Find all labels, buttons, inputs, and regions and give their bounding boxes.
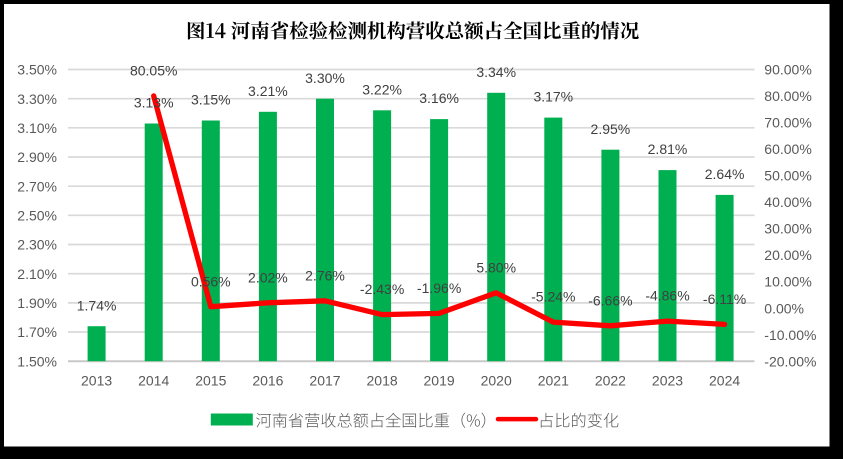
svg-text:3.15%: 3.15% — [191, 92, 231, 108]
svg-text:3.50%: 3.50% — [17, 62, 57, 78]
svg-text:3.16%: 3.16% — [419, 90, 459, 106]
svg-text:40.00%: 40.00% — [764, 194, 811, 210]
svg-text:-6.11%: -6.11% — [703, 291, 746, 307]
svg-text:1.50%: 1.50% — [17, 353, 57, 369]
svg-text:3.30%: 3.30% — [305, 70, 345, 86]
svg-text:2021: 2021 — [538, 373, 569, 389]
svg-text:2.30%: 2.30% — [17, 237, 57, 253]
svg-text:3.34%: 3.34% — [476, 64, 516, 80]
svg-text:2.50%: 2.50% — [17, 208, 57, 224]
svg-text:-20.00%: -20.00% — [764, 353, 816, 369]
svg-text:-2.43%: -2.43% — [360, 281, 404, 297]
svg-text:3.21%: 3.21% — [248, 83, 288, 99]
svg-text:2017: 2017 — [309, 373, 340, 389]
svg-text:80.00%: 80.00% — [764, 88, 811, 104]
svg-text:1.70%: 1.70% — [17, 324, 57, 340]
svg-text:2.95%: 2.95% — [591, 121, 631, 137]
svg-text:-6.66%: -6.66% — [588, 292, 632, 308]
svg-text:2019: 2019 — [424, 373, 455, 389]
svg-text:50.00%: 50.00% — [764, 168, 811, 184]
svg-text:2.70%: 2.70% — [17, 178, 57, 194]
svg-text:0.56%: 0.56% — [191, 273, 231, 289]
svg-text:2024: 2024 — [709, 373, 740, 389]
svg-text:2013: 2013 — [81, 373, 112, 389]
svg-text:60.00%: 60.00% — [764, 141, 811, 157]
svg-text:70.00%: 70.00% — [764, 115, 811, 131]
svg-text:0.00%: 0.00% — [764, 300, 804, 316]
svg-text:-10.00%: -10.00% — [764, 327, 816, 343]
svg-text:3.13%: 3.13% — [134, 95, 174, 111]
svg-text:2018: 2018 — [367, 373, 398, 389]
svg-text:2.81%: 2.81% — [648, 141, 688, 157]
svg-text:10.00%: 10.00% — [764, 274, 811, 290]
svg-text:2.64%: 2.64% — [705, 166, 745, 182]
svg-text:2.90%: 2.90% — [17, 149, 57, 165]
svg-text:2014: 2014 — [138, 373, 169, 389]
svg-text:2023: 2023 — [652, 373, 683, 389]
svg-text:1.90%: 1.90% — [17, 295, 57, 311]
svg-text:-5.24%: -5.24% — [531, 289, 575, 305]
svg-text:3.30%: 3.30% — [17, 91, 57, 107]
svg-text:30.00%: 30.00% — [764, 221, 811, 237]
svg-text:5.80%: 5.80% — [476, 259, 516, 275]
svg-text:2.10%: 2.10% — [17, 266, 57, 282]
svg-text:2015: 2015 — [195, 373, 226, 389]
svg-text:-4.86%: -4.86% — [645, 288, 689, 304]
svg-text:2020: 2020 — [481, 373, 512, 389]
svg-text:2.02%: 2.02% — [248, 269, 288, 285]
svg-text:20.00%: 20.00% — [764, 247, 811, 263]
svg-text:2016: 2016 — [252, 373, 283, 389]
svg-text:-1.96%: -1.96% — [417, 280, 461, 296]
svg-text:2022: 2022 — [595, 373, 626, 389]
svg-text:1.74%: 1.74% — [77, 297, 117, 313]
svg-text:3.10%: 3.10% — [17, 120, 57, 136]
svg-text:80.05%: 80.05% — [130, 63, 177, 79]
svg-text:2.76%: 2.76% — [305, 267, 345, 283]
svg-text:90.00%: 90.00% — [764, 62, 811, 78]
svg-text:3.17%: 3.17% — [533, 89, 573, 105]
svg-text:3.22%: 3.22% — [362, 81, 402, 97]
